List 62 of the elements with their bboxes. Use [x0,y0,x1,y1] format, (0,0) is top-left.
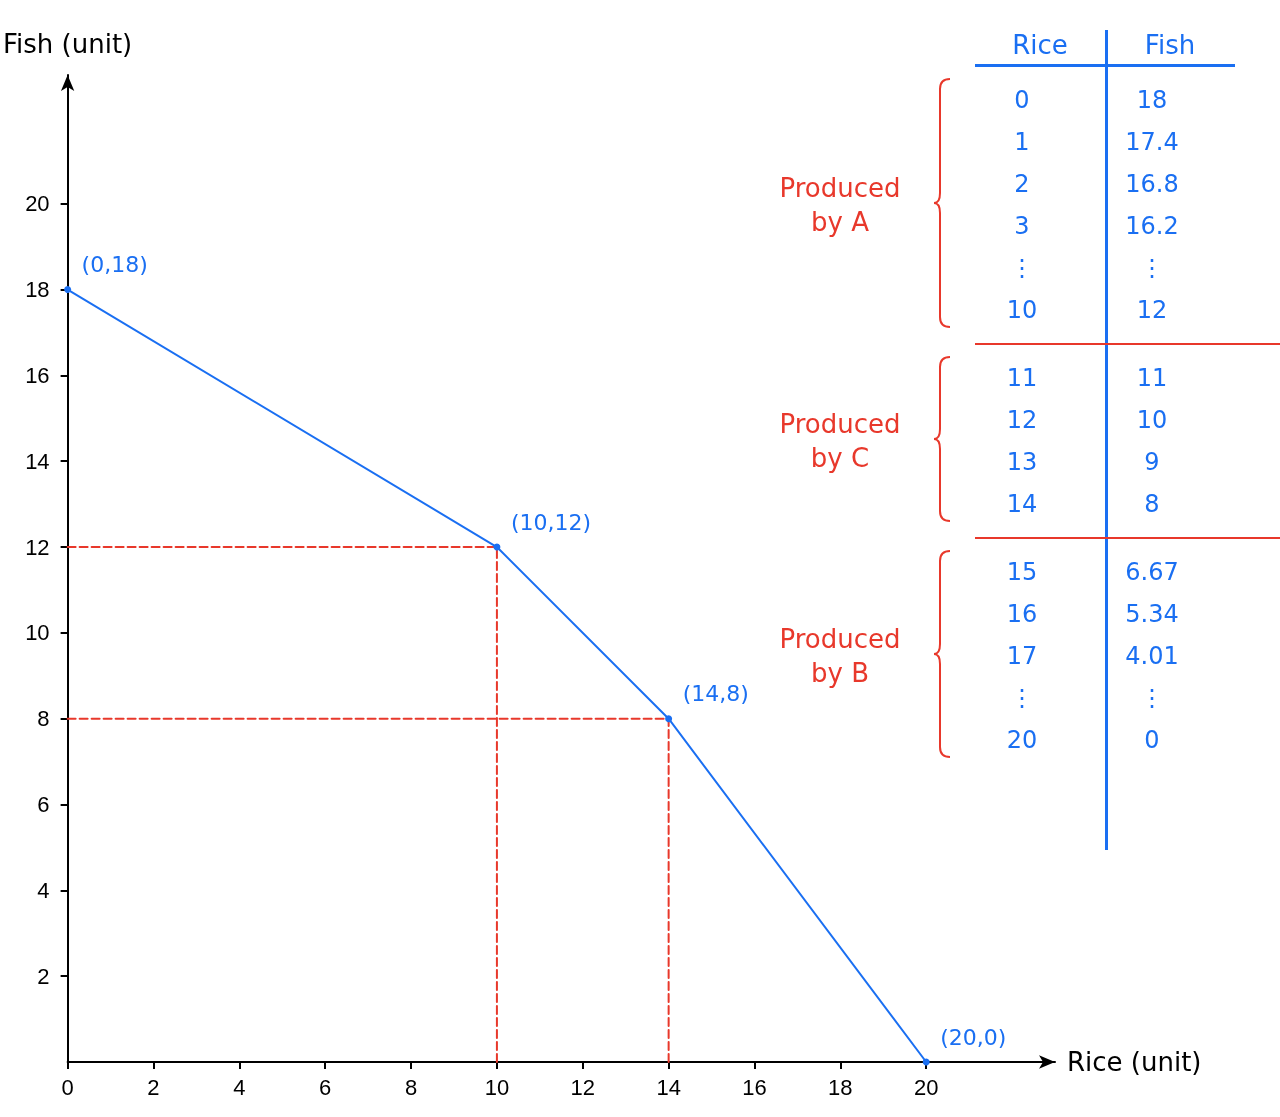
x-tick-label: 18 [828,1074,853,1100]
y-tick-label: 4 [37,877,50,903]
annotation: 11 [1005,364,1039,392]
text: Rice [1011,30,1069,62]
y-tick-label: 10 [25,620,50,646]
y-tick-label: 12 [25,534,50,560]
annotation: 13 [1005,448,1039,476]
annotation: 12 [1005,406,1039,434]
x-tick-label: 10 [484,1074,510,1100]
y-tick-label: 18 [25,277,50,303]
annotation: 20 [1005,726,1039,754]
annotation: (20,0) [940,1024,1007,1050]
annotation: (14,8) [682,681,749,707]
annotation: 14 [1005,490,1039,518]
y-tick-label: 20 [25,191,50,217]
text: ⋮ [1139,684,1165,712]
x-tick-label: 16 [742,1074,767,1100]
text: 0 [1143,726,1161,754]
annotation: 16 [1005,600,1039,628]
y-tick-label: 2 [37,963,50,989]
text: 12 [1135,296,1169,324]
annotation: Produced by B [778,623,902,690]
x-tick-label: 4 [233,1074,246,1100]
annotation: Produced by A [778,172,902,239]
text: 17.4 [1124,128,1180,156]
annotation: ⋮ [1009,684,1035,712]
text: 18 [1135,86,1169,114]
x-tick-label: 0 [61,1074,74,1100]
x-tick-label: 14 [656,1074,681,1100]
y-tick-label: 16 [25,362,50,388]
annotation: 2 [1013,170,1031,198]
text: 16.8 [1124,170,1180,198]
annotation: (10,12) [510,509,592,535]
text: 9 [1143,448,1161,476]
x-tick-label: 6 [319,1074,332,1100]
annotation: 17 [1005,642,1039,670]
x-tick-label: 20 [913,1074,939,1100]
annotation: 10 [1005,296,1039,324]
x-axis-title: Rice (unit) [1067,1047,1202,1077]
x-tick-label: 8 [404,1074,418,1100]
y-tick-label: 14 [25,448,50,474]
annotation: 3 [1013,212,1031,240]
annotation: Produced by C [778,408,902,475]
text: ⋮ [1139,254,1165,282]
text: 6.67 [1124,558,1180,586]
text: 8 [1143,490,1161,518]
text: 16.2 [1124,212,1180,240]
y-tick-label: 8 [37,706,50,732]
annotation: 1 [1013,128,1031,156]
annotation: 0 [1013,86,1031,114]
text: Fish [1143,30,1197,62]
y-axis-title: Fish (unit) [2,29,133,59]
annotation: (0,18) [81,252,148,278]
text: 4.01 [1124,642,1180,670]
annotation: ⋮ [1009,254,1035,282]
text: 10 [1135,406,1169,434]
x-tick-label: 12 [570,1074,596,1100]
annotation: 15 [1005,558,1039,586]
y-tick-label: 6 [37,792,50,818]
x-tick-label: 2 [147,1074,160,1100]
text: 5.34 [1124,600,1180,628]
text: 11 [1135,364,1169,392]
